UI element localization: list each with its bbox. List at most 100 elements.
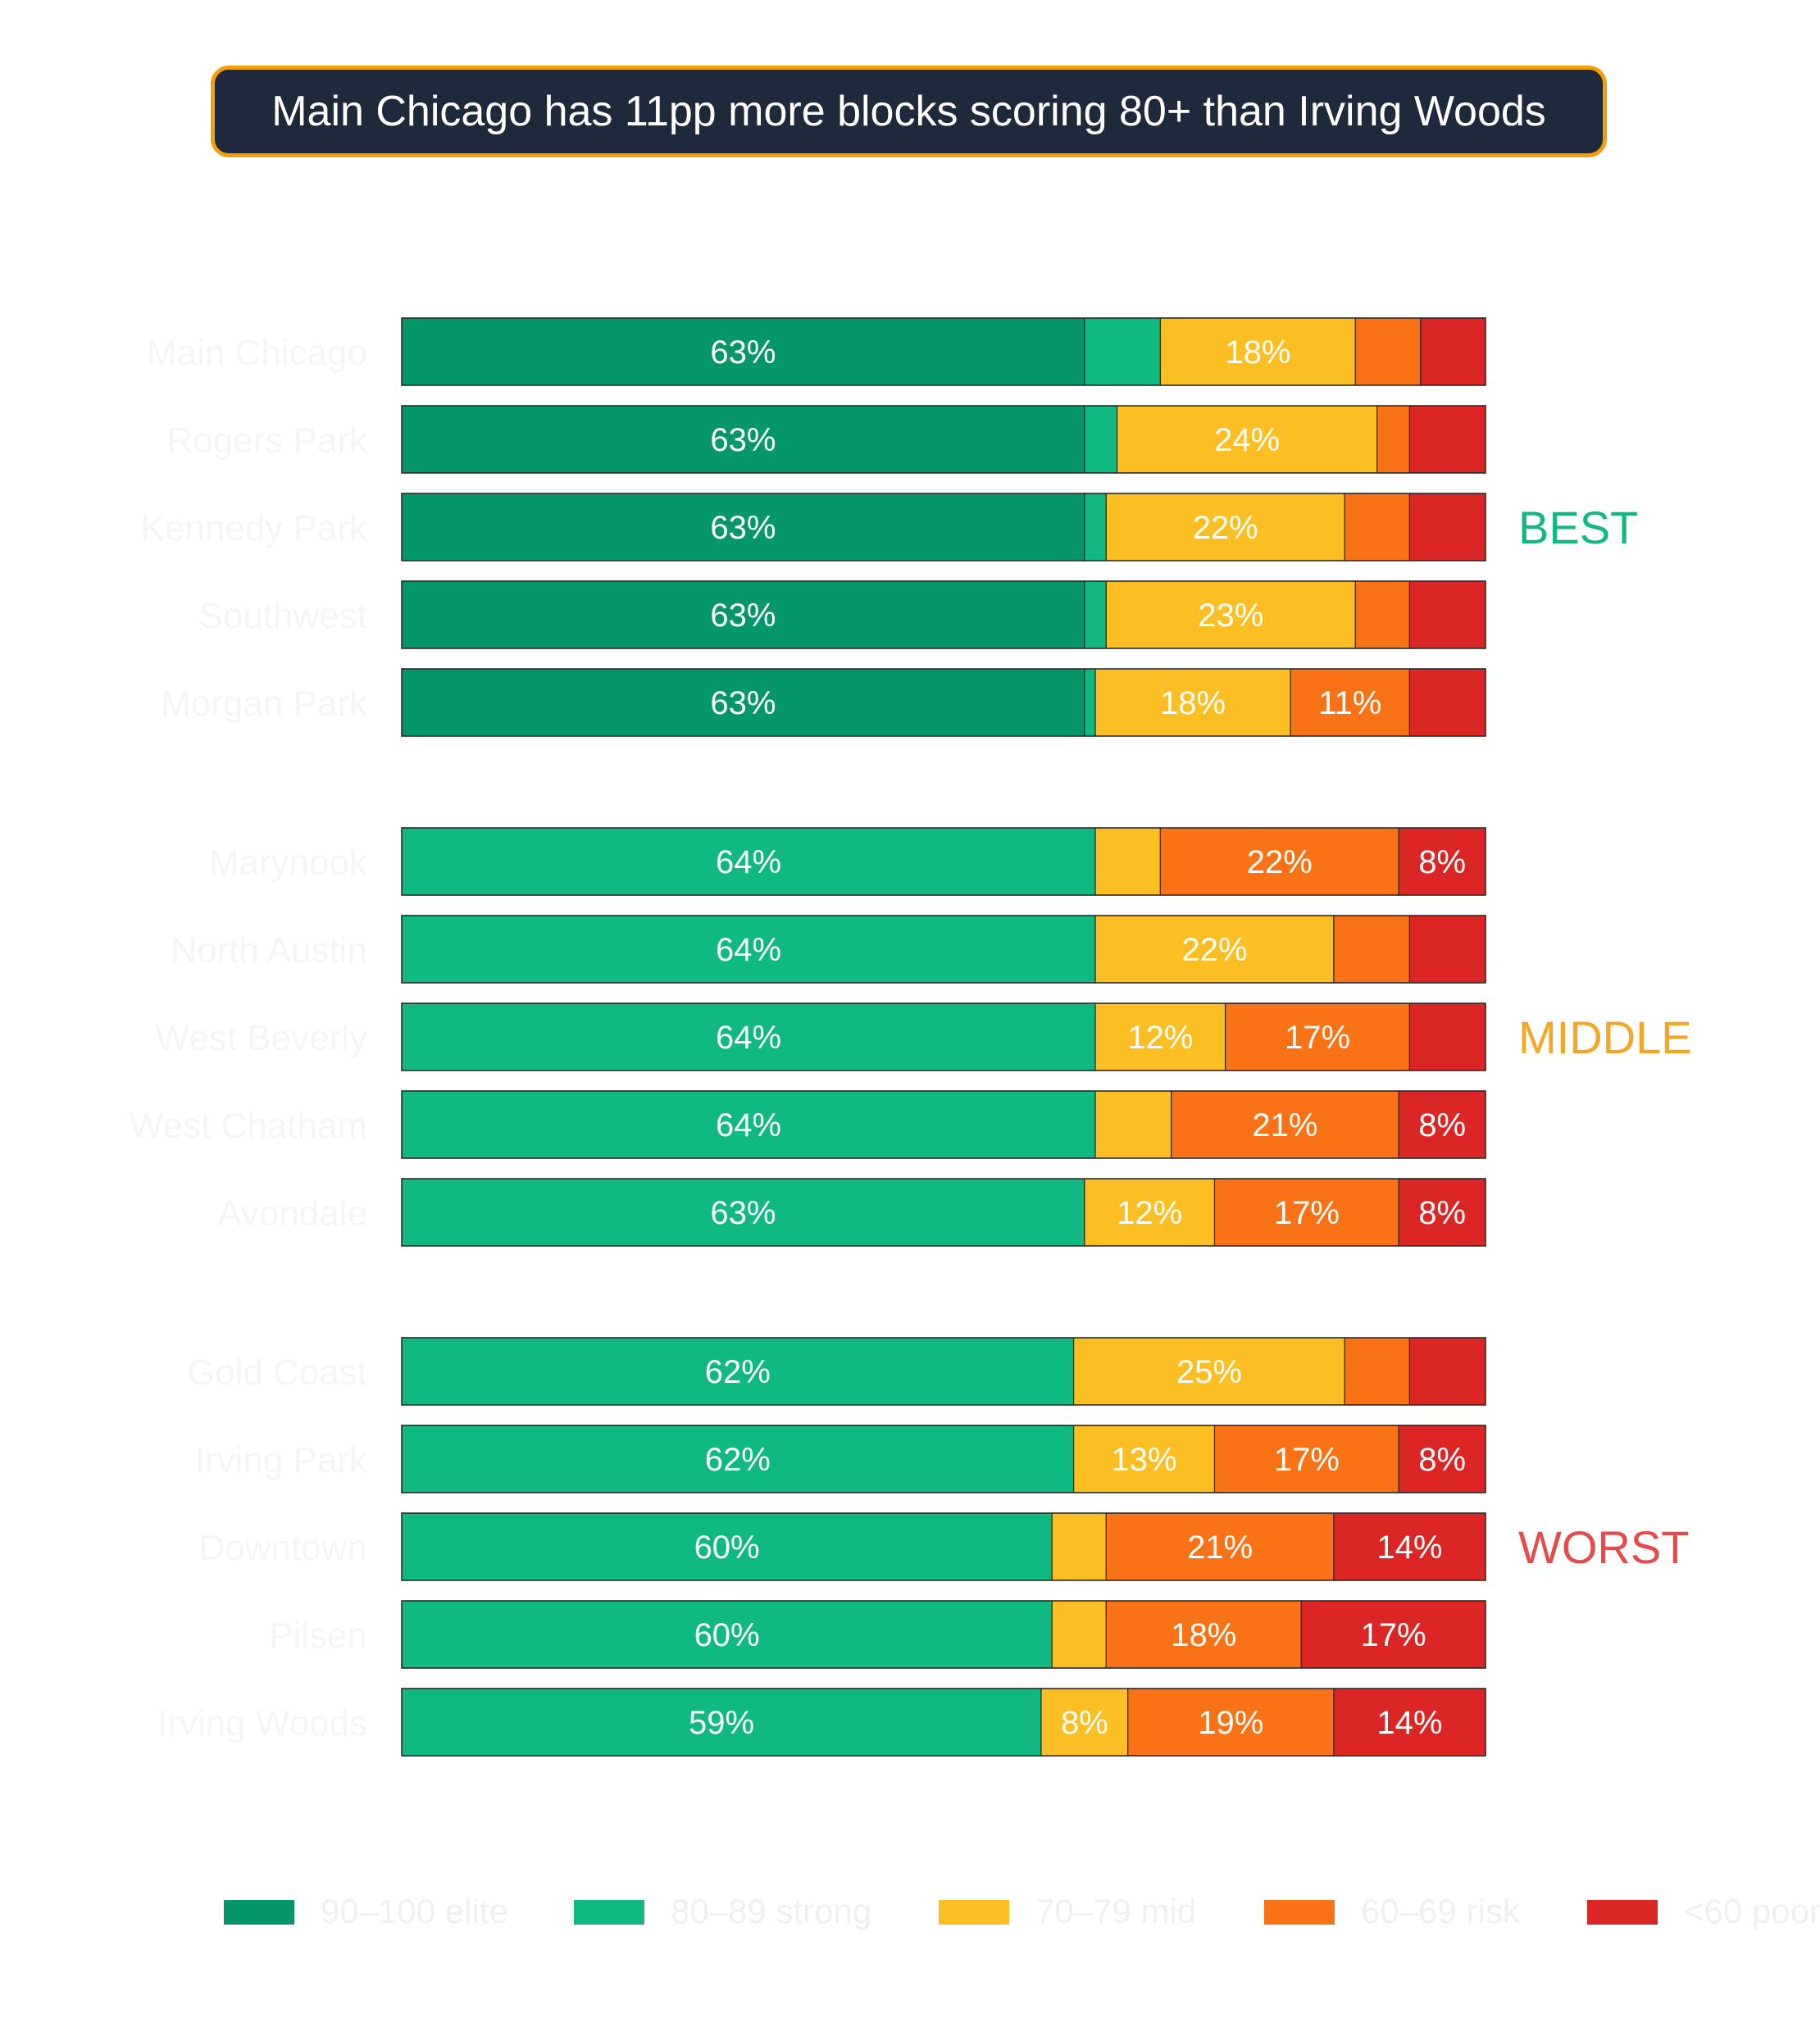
bar-segment: [1105, 493, 1345, 561]
bar-outline: [401, 1002, 1486, 1071]
bar-segment: [1051, 1512, 1107, 1581]
data-label: 64%: [716, 844, 781, 880]
bar-outline: [401, 1425, 1486, 1493]
data-label: 8%: [1418, 1107, 1466, 1143]
legend-swatch: [939, 1900, 1009, 1925]
bar-segment: [1084, 580, 1107, 649]
bar-segment: [401, 1688, 1042, 1757]
category-label: Pilsen: [269, 1616, 367, 1656]
category-label: Rogers Park: [166, 420, 368, 461]
data-label: 14%: [1376, 1705, 1442, 1741]
bar-segment: [1105, 580, 1356, 649]
data-label: 19%: [1198, 1705, 1263, 1741]
data-label: 8%: [1418, 1442, 1466, 1478]
data-label: 12%: [1117, 1195, 1182, 1231]
bar-segment: [1105, 1600, 1302, 1669]
bar-segment: [1051, 1600, 1107, 1669]
legend-swatch: [1264, 1900, 1335, 1925]
category-label: Gold Coast: [187, 1352, 367, 1393]
bar-segment: [1398, 1425, 1486, 1493]
data-label: 18%: [1171, 1617, 1236, 1653]
data-label: 13%: [1112, 1442, 1177, 1478]
bar-segment: [1408, 580, 1486, 649]
data-label: 24%: [1214, 422, 1280, 458]
category-label: Irving Woods: [157, 1703, 367, 1743]
legend-swatch: [1587, 1900, 1658, 1925]
data-label: 63%: [710, 685, 776, 721]
legend-label: <60 poor: [1684, 1892, 1820, 1930]
category-label: West Chatham: [130, 1106, 367, 1146]
legend-swatch: [574, 1900, 644, 1925]
data-label: 63%: [710, 510, 776, 546]
bar-segment: [401, 915, 1096, 984]
bar-segment: [1213, 1178, 1399, 1247]
bar-segment: [401, 580, 1085, 649]
data-label: 12%: [1127, 1020, 1193, 1056]
bar-segment: [1420, 317, 1486, 386]
data-label: 17%: [1361, 1617, 1426, 1653]
bar-segment: [1354, 580, 1411, 649]
bar-segment: [1094, 827, 1161, 896]
bar-segment: [1213, 1425, 1399, 1493]
group-label: MIDDLE: [1518, 1011, 1692, 1063]
data-label: 8%: [1418, 1195, 1466, 1231]
bar-outline: [401, 493, 1486, 561]
bar-segment: [1084, 405, 1118, 474]
category-label: West Beverly: [156, 1018, 367, 1058]
bar-segment: [1408, 915, 1486, 984]
bar-outline: [401, 580, 1486, 649]
category-label: Kennedy Park: [141, 508, 368, 548]
bar-segment: [1094, 668, 1291, 737]
bar-segment: [1171, 1090, 1399, 1159]
bar-segment: [1408, 405, 1486, 474]
bar-segment: [401, 1337, 1075, 1406]
data-label: 14%: [1376, 1530, 1442, 1566]
data-label: 21%: [1187, 1530, 1253, 1566]
legend-label: 90–100 elite: [321, 1892, 508, 1930]
data-label: 17%: [1274, 1442, 1340, 1478]
bar-segment: [401, 1600, 1053, 1669]
bar-outline: [401, 827, 1486, 896]
data-label: 22%: [1247, 844, 1313, 880]
data-label: 64%: [716, 1107, 781, 1143]
data-label: 11%: [1318, 685, 1381, 721]
data-label: 63%: [710, 334, 776, 370]
bar-segment: [1084, 668, 1096, 737]
category-label: Morgan Park: [161, 684, 368, 724]
data-label: 62%: [705, 1354, 771, 1390]
bar-outline: [401, 1512, 1486, 1581]
bar-segment: [1094, 915, 1335, 984]
bar-segment: [401, 827, 1096, 896]
bar-segment: [1116, 405, 1378, 474]
bar-segment: [1225, 1002, 1411, 1071]
bar-segment: [1333, 915, 1411, 984]
data-label: 64%: [716, 1020, 781, 1056]
category-label: Avondale: [217, 1193, 367, 1234]
bar-segment: [1398, 1090, 1486, 1159]
bar-segment: [1408, 1337, 1486, 1406]
bar-outline: [401, 1688, 1486, 1757]
bar-segment: [1354, 317, 1422, 386]
bar-segment: [401, 1178, 1085, 1247]
data-label: 8%: [1418, 844, 1466, 880]
data-label: 18%: [1160, 685, 1226, 721]
bar-segment: [1094, 1002, 1226, 1071]
category-label: North Austin: [171, 930, 367, 970]
category-label: Main Chicago: [147, 333, 367, 373]
bar-segment: [1105, 1512, 1335, 1581]
legend-swatch: [224, 1900, 294, 1925]
bar-outline: [401, 1090, 1486, 1159]
data-label: 60%: [694, 1530, 760, 1566]
bar-segment: [1408, 493, 1486, 561]
data-label: 17%: [1274, 1195, 1340, 1231]
bar-segment: [401, 1090, 1096, 1159]
data-label: 22%: [1181, 932, 1247, 968]
bar-segment: [401, 1512, 1053, 1581]
bar-outline: [401, 1337, 1486, 1406]
group-label: BEST: [1518, 502, 1638, 553]
data-label: 21%: [1252, 1107, 1317, 1143]
data-label: 22%: [1193, 510, 1258, 546]
bar-segment: [1073, 1425, 1216, 1493]
bar-segment: [1344, 1337, 1411, 1406]
